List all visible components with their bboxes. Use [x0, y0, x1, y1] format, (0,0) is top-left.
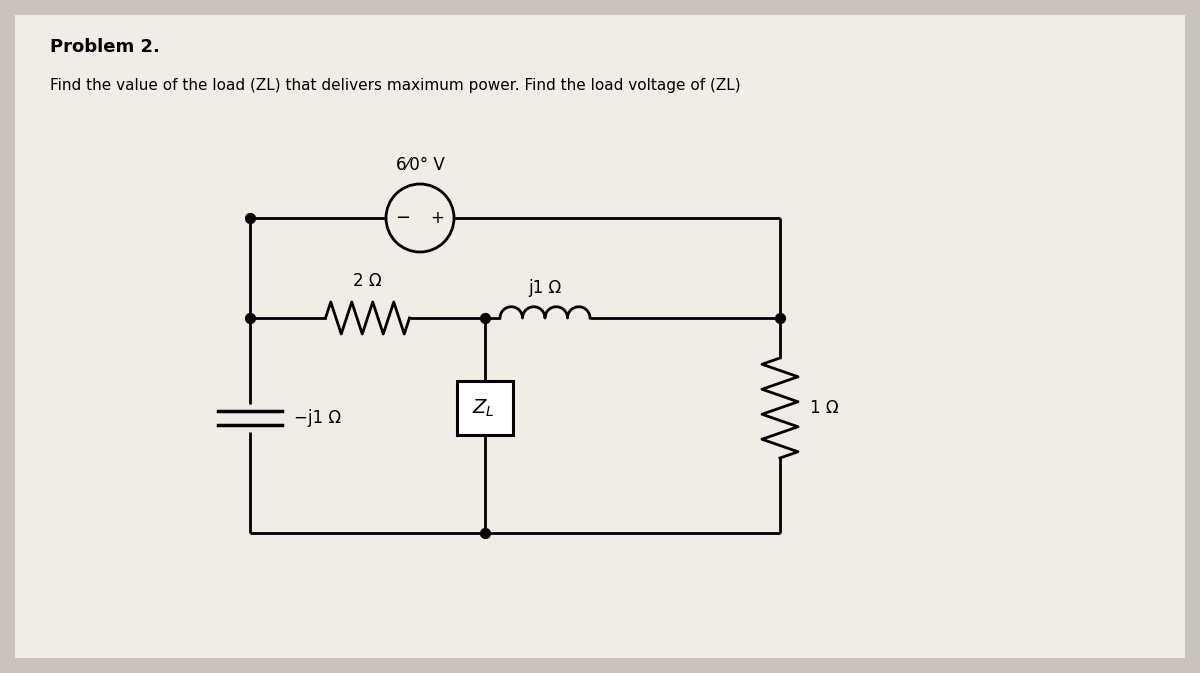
- Point: [475, 528, 494, 538]
- Text: −j1 Ω: −j1 Ω: [294, 409, 341, 427]
- Text: $Z_L$: $Z_L$: [472, 397, 494, 419]
- Point: [240, 313, 259, 324]
- Text: 6⁄0° V: 6⁄0° V: [396, 156, 444, 174]
- Point: [240, 213, 259, 223]
- Text: 1 Ω: 1 Ω: [810, 399, 839, 417]
- Text: Find the value of the load (ZL) that delivers maximum power. Find the load volta: Find the value of the load (ZL) that del…: [50, 78, 740, 93]
- Text: j1 Ω: j1 Ω: [528, 279, 562, 297]
- Text: −: −: [396, 209, 410, 227]
- Text: 2 Ω: 2 Ω: [353, 272, 382, 290]
- Text: +: +: [430, 209, 444, 227]
- Point: [770, 313, 790, 324]
- Point: [475, 313, 494, 324]
- FancyBboxPatch shape: [14, 15, 1186, 658]
- Text: Problem 2.: Problem 2.: [50, 38, 160, 56]
- Bar: [457, 381, 512, 435]
